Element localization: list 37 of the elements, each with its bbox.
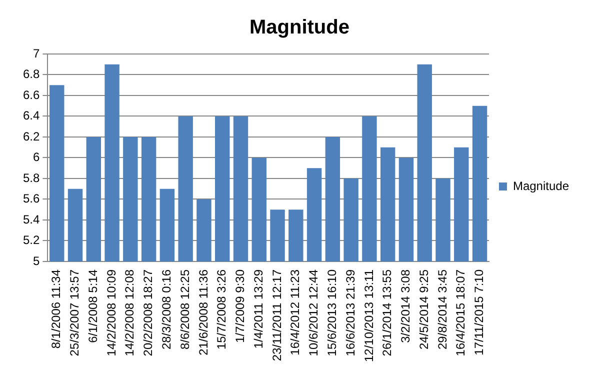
y-tick-label: 5.6 <box>22 192 40 206</box>
x-tick-label: 25/3/2007 13:57 <box>68 269 82 356</box>
y-tick-label: 6.2 <box>22 129 40 144</box>
x-tick-label: 29/8/2014 3:45 <box>435 269 450 350</box>
y-tick-label: 6.4 <box>22 108 40 123</box>
x-tick-label: 16/4/2015 18:07 <box>454 269 468 356</box>
x-tick-label: 16/4/2012 11:23 <box>288 269 302 356</box>
chart-title: Magnitude <box>250 16 350 39</box>
x-tick-label: 24/5/2014 9:25 <box>416 269 431 350</box>
x-tick-label: 17/11/2015 7:10 <box>472 269 486 356</box>
legend-label: Magnitude <box>512 178 570 193</box>
x-tick-label: 14/2/2008 12:08 <box>122 269 137 356</box>
y-tick-label: 6 <box>32 150 40 164</box>
y-tick-label: 5.2 <box>22 233 40 248</box>
x-tick-label: 12/10/2013 13:11 <box>362 269 376 362</box>
y-tick-label: 5.4 <box>22 212 40 226</box>
x-tick-label: 1/7/2009 9:30 <box>233 269 248 343</box>
x-tick-label: 10/6/2012 12:44 <box>306 269 321 356</box>
x-tick-label: 28/3/2008 0:16 <box>160 269 174 350</box>
y-tick-label: 6.8 <box>22 67 40 82</box>
x-tick-label: 20/2/2008 18:27 <box>141 269 156 356</box>
y-tick-label: 5 <box>32 254 40 268</box>
x-tick-label: 16/6/2013 21:39 <box>343 269 358 356</box>
x-tick-label: 3/2/2014 3:08 <box>398 269 413 343</box>
x-tick-label: 15/7/2008 3:26 <box>214 269 229 350</box>
x-tick-label: 15/6/2013 16:10 <box>324 269 339 356</box>
x-tick-label: 23/11/2011 12:17 <box>270 269 284 362</box>
x-tick-label: 14/2/2008 10:09 <box>104 269 118 356</box>
y-tick-label: 7 <box>32 46 40 60</box>
x-tick-label: 26/1/2014 13:55 <box>380 269 394 356</box>
x-tick-label: 1/4/2011 13:29 <box>251 269 266 349</box>
x-tick-label: 8/6/2008 12:25 <box>178 269 192 350</box>
y-tick-label: 5.8 <box>22 170 40 185</box>
y-tick-label: 6.6 <box>22 88 40 102</box>
x-tick-label: 6/1/2008 5:14 <box>86 269 100 343</box>
x-tick-label: 8/1/2006 11:34 <box>49 269 64 349</box>
x-tick-label: 21/6/2008 11:36 <box>196 269 210 356</box>
